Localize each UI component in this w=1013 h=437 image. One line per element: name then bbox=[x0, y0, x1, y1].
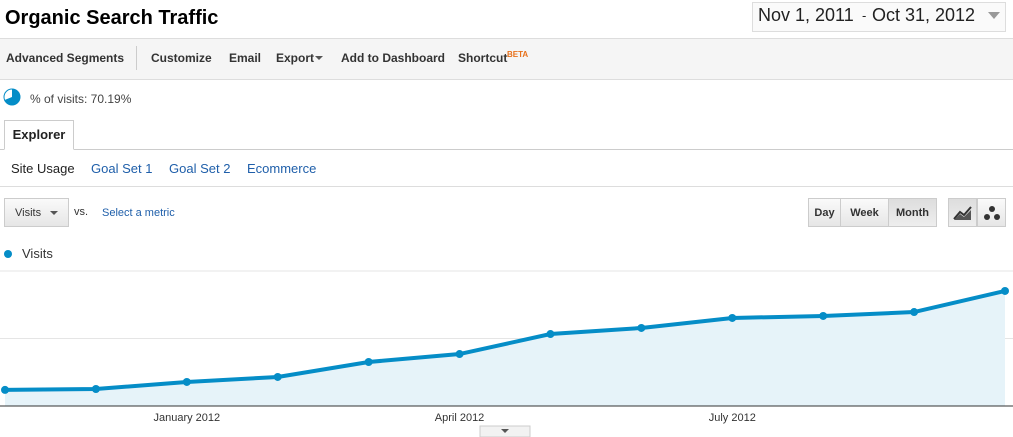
metric-dropdown[interactable]: Visits bbox=[4, 198, 69, 227]
divider bbox=[0, 186, 1013, 187]
icon bbox=[952, 206, 972, 220]
toolbar-item[interactable]: Customize bbox=[151, 51, 212, 65]
area bbox=[5, 290, 1005, 406]
date-start: Nov 1, 2011 bbox=[758, 5, 854, 25]
subtab[interactable]: Goal Set 2 bbox=[169, 161, 231, 176]
line bbox=[4, 289, 1006, 392]
dropdown-arrow bbox=[50, 211, 58, 215]
toolbar-item[interactable]: Email bbox=[229, 51, 262, 65]
point bbox=[364, 357, 373, 366]
toolbar-item[interactable]: Shortcut bbox=[458, 51, 508, 65]
select-metric[interactable]: Select a metric bbox=[102, 207, 175, 219]
chart: Visits January 2012 April 2012 July 2012 bbox=[0, 246, 1013, 437]
point bbox=[1001, 286, 1009, 295]
toolbar-item[interactable]: Advanced Segments bbox=[6, 51, 125, 65]
date-picker[interactable] bbox=[752, 2, 1006, 32]
tab-line bbox=[0, 149, 1013, 150]
toolbar-divider bbox=[136, 46, 137, 70]
subtab[interactable]: Ecommerce bbox=[247, 161, 317, 176]
date-end: Oct 31, 2012 bbox=[872, 5, 976, 25]
toolbar-item[interactable]: Add to Dashboard bbox=[341, 51, 445, 65]
expander-arrow bbox=[501, 429, 509, 433]
x-tick-label: April 2012 bbox=[435, 412, 485, 424]
toolbar-item[interactable]: Export bbox=[276, 51, 315, 65]
period-button[interactable]: Week bbox=[840, 198, 889, 227]
point bbox=[182, 377, 191, 386]
line-chart-toggle[interactable] bbox=[948, 198, 977, 227]
vs-label: vs. bbox=[74, 206, 89, 218]
legend-label: Visits bbox=[22, 246, 53, 261]
subtab[interactable]: Goal Set 1 bbox=[91, 161, 153, 176]
toolbar bbox=[0, 38, 1013, 80]
metric-label: Visits bbox=[15, 207, 42, 219]
dropdown-arrow bbox=[988, 12, 1000, 19]
legend-dot bbox=[4, 250, 12, 258]
point bbox=[455, 350, 464, 359]
segment-pie bbox=[3, 88, 21, 106]
subtab[interactable]: Site Usage bbox=[11, 161, 75, 176]
beta-badge: BETA bbox=[507, 50, 529, 59]
explorer-tab[interactable]: Explorer bbox=[4, 120, 74, 150]
segment-label: % of visits: 70.19% bbox=[30, 92, 132, 106]
motion-chart-toggle[interactable] bbox=[977, 198, 1006, 227]
point bbox=[273, 372, 282, 381]
period-button[interactable]: Day bbox=[808, 198, 841, 227]
point bbox=[728, 313, 737, 322]
point bbox=[546, 330, 555, 339]
point bbox=[637, 323, 646, 332]
x-tick-label: January 2012 bbox=[153, 412, 220, 424]
icon bbox=[983, 206, 1000, 220]
point bbox=[1, 385, 9, 394]
date-separator: - bbox=[862, 8, 867, 23]
x-tick-label: July 2012 bbox=[709, 412, 756, 424]
period-button[interactable]: Month bbox=[888, 198, 937, 227]
point bbox=[910, 308, 919, 317]
point bbox=[91, 384, 100, 393]
page-title: Organic Search Traffic bbox=[5, 7, 219, 29]
point bbox=[819, 311, 828, 320]
dropdown-arrow bbox=[315, 56, 323, 60]
